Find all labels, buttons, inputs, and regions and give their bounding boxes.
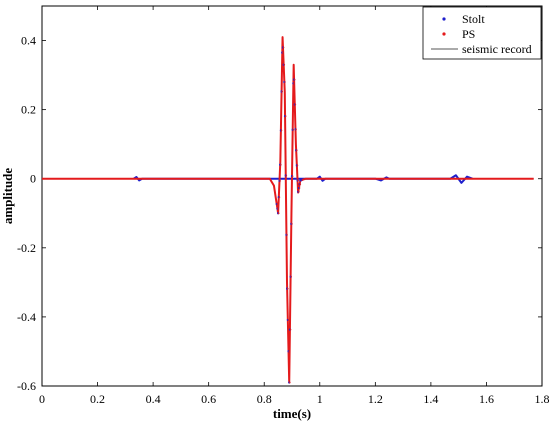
x-axis-label: time(s) <box>273 406 311 421</box>
ps-marker <box>291 175 294 177</box>
ps-marker <box>296 164 299 167</box>
x-tick-label: 1.6 <box>479 392 494 406</box>
ps-marker <box>282 46 285 49</box>
x-tick-label: 0 <box>39 392 45 406</box>
x-tick-label: 0.8 <box>257 392 272 406</box>
y-tick-label: -0.6 <box>17 379 36 393</box>
x-tick-label: 1.2 <box>368 392 383 406</box>
x-tick-label: 0.4 <box>146 392 161 406</box>
x-tick-label: 0.2 <box>90 392 105 406</box>
y-tick-label: 0 <box>30 172 36 186</box>
ps-marker <box>294 103 297 106</box>
y-tick-label: 0.2 <box>21 103 36 117</box>
x-tick-label: 0.6 <box>201 392 216 406</box>
ps-marker <box>287 319 290 321</box>
ps-marker <box>284 81 286 83</box>
legend-label-seismic: seismic record <box>462 42 532 56</box>
ps-marker <box>281 90 283 93</box>
ps-marker <box>278 196 281 198</box>
x-tick-label: 1 <box>317 392 323 406</box>
y-tick-label: -0.2 <box>17 241 36 255</box>
ps-marker <box>282 51 284 54</box>
ps-marker <box>279 180 281 182</box>
ps-marker <box>298 187 301 189</box>
ps-marker <box>286 234 288 236</box>
series-line-ps <box>42 36 534 384</box>
ps-marker <box>280 129 283 132</box>
ps-marker <box>291 223 293 225</box>
ps-marker <box>295 149 298 152</box>
ps-marker <box>289 381 291 384</box>
legend-label-ps: PS <box>462 27 475 41</box>
x-tick-label: 1.8 <box>535 392 550 406</box>
ps-marker <box>289 328 292 331</box>
x-tick-label: 1.4 <box>423 392 438 406</box>
legend-marker-ps <box>442 32 446 36</box>
legend-box <box>422 6 542 60</box>
legend: Stolt PS seismic record <box>422 6 542 60</box>
legend-label-stolt: Stolt <box>462 12 485 26</box>
ps-marker <box>288 350 290 353</box>
ps-marker <box>276 203 279 205</box>
ps-marker <box>284 115 287 117</box>
ps-marker <box>277 212 280 215</box>
ps-marker <box>286 287 289 290</box>
y-tick-label: 0.4 <box>21 34 36 48</box>
ps-marker <box>297 179 299 182</box>
ps-marker <box>279 163 282 166</box>
ps-marker <box>283 63 286 66</box>
legend-marker-stolt <box>442 17 446 21</box>
ps-marker <box>301 179 304 181</box>
ps-marker <box>290 275 293 278</box>
ps-marker <box>295 128 297 131</box>
ps-marker <box>293 82 295 85</box>
ps-marker <box>299 183 302 186</box>
ps-marker <box>277 207 279 210</box>
y-axis-label: amplitude <box>0 168 15 225</box>
ps-marker <box>285 174 288 177</box>
ps-marker <box>298 190 300 193</box>
ps-marker <box>292 128 295 131</box>
ps-marker <box>293 78 296 81</box>
y-tick-label: -0.4 <box>17 310 36 324</box>
